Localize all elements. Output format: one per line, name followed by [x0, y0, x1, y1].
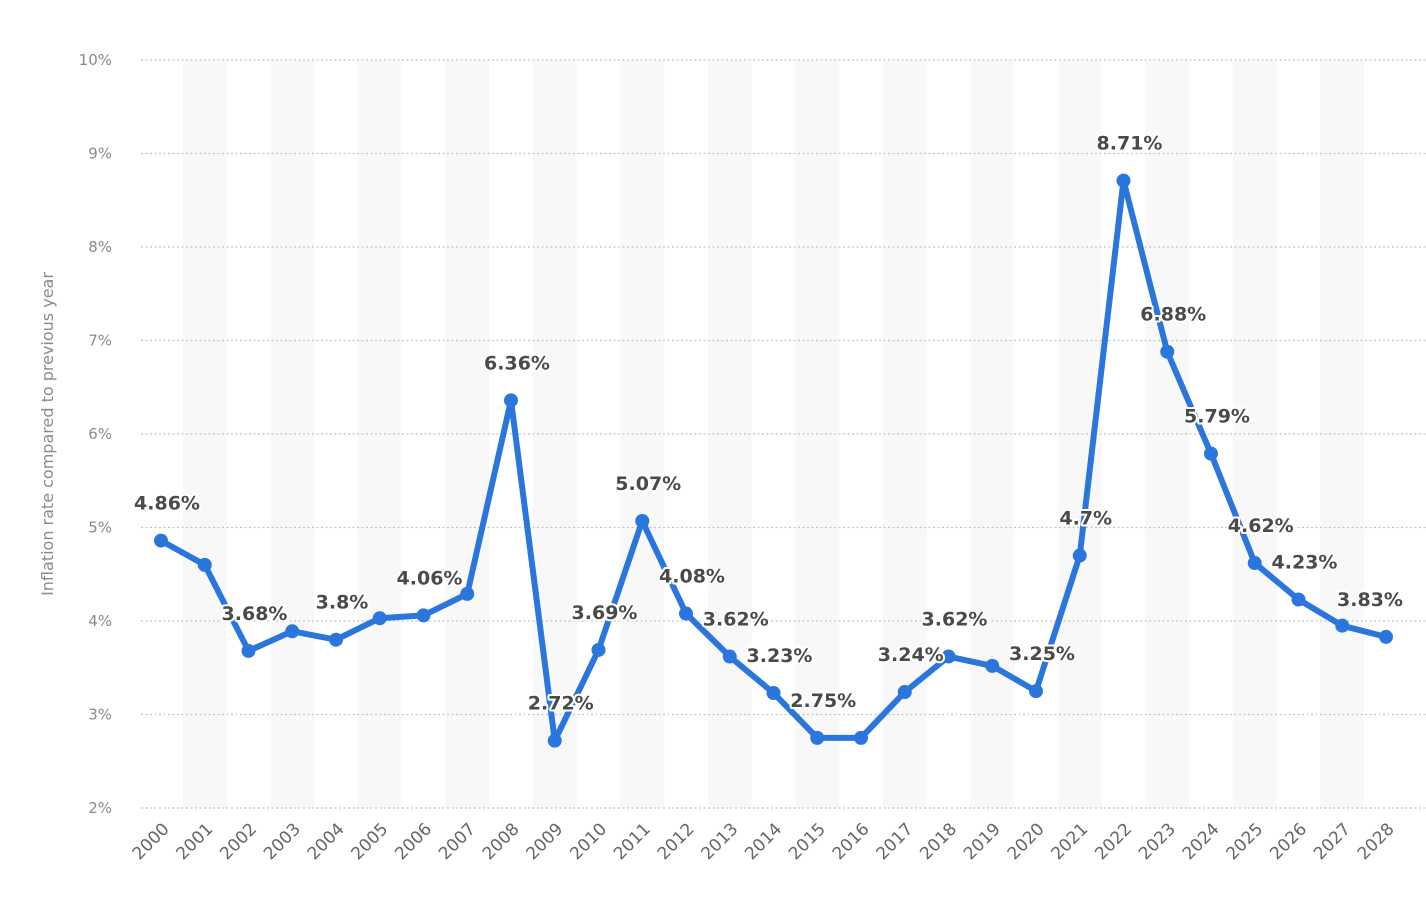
data-label: 6.88%: [1140, 304, 1206, 326]
x-tick-label: 2024: [1179, 819, 1224, 864]
x-axis-ticks: 2000 2001 2002 2003 2004 2005 2006 2007 2008 2009…: [129, 819, 1399, 864]
x-tick-label: 2019: [960, 819, 1005, 864]
data-point: [1204, 446, 1218, 461]
x-tick-label: 2008: [479, 819, 524, 864]
data-point: [854, 730, 868, 745]
data-label: 3.83%: [1337, 589, 1403, 611]
data-point: [460, 586, 475, 601]
data-label: 3.8%: [316, 592, 369, 614]
data-point: [416, 608, 431, 623]
y-axis-ticks: 2% 3% 4% 5% 6% 7% 8% 9% 10%: [79, 51, 112, 817]
data-point: [1291, 592, 1306, 607]
x-tick-label: 2013: [698, 819, 743, 864]
data-label: 4.86%: [134, 493, 200, 515]
x-tick-label: 2014: [741, 819, 786, 864]
data-point: [547, 733, 562, 748]
data-point: [591, 642, 606, 657]
x-tick-label: 2005: [348, 819, 393, 864]
x-tick-label: 2027: [1310, 819, 1355, 864]
data-point: [154, 533, 168, 548]
data-label: 3.24%: [878, 644, 944, 666]
x-tick-label: 2022: [1091, 819, 1136, 864]
data-label: 2.72%: [528, 693, 594, 715]
y-tick-label: 5%: [88, 519, 112, 537]
x-tick-label: 2021: [1048, 819, 1093, 864]
y-tick-label: 2%: [88, 799, 112, 817]
y-tick-label: 10%: [79, 51, 112, 69]
data-label: 3.25%: [1009, 643, 1075, 665]
data-point: [241, 643, 256, 658]
y-tick-label: 9%: [88, 145, 112, 163]
data-label: 4.08%: [659, 566, 725, 588]
y-tick-label: 4%: [88, 612, 112, 630]
y-tick-label: 3%: [88, 706, 112, 724]
data-point: [1160, 344, 1175, 359]
y-tick-label: 7%: [88, 332, 112, 350]
x-tick-label: 2017: [873, 819, 918, 864]
data-point: [1072, 548, 1087, 563]
x-tick-label: 2015: [785, 819, 830, 864]
x-tick-label: 2020: [1004, 819, 1049, 864]
x-tick-label: 2009: [523, 819, 568, 864]
data-point: [1116, 173, 1131, 188]
x-tick-label: 2028: [1354, 819, 1399, 864]
data-point: [635, 513, 650, 528]
x-tick-label: 2016: [829, 819, 874, 864]
data-label: 3.62%: [922, 609, 988, 631]
data-point: [810, 730, 825, 745]
data-label: 3.68%: [222, 603, 288, 625]
data-point: [1335, 618, 1350, 633]
data-label: 5.07%: [615, 473, 681, 495]
x-tick-label: 2003: [260, 819, 305, 864]
data-point: [766, 685, 781, 700]
x-tick-label: 2011: [610, 819, 655, 864]
data-point: [1247, 556, 1262, 571]
x-tick-label: 2004: [304, 819, 349, 864]
data-labels: 4.86% 3.68% 3.8% 4.06% 6.36% 2.72% 3.69% 5.07% 4…: [132, 131, 1405, 717]
data-point: [1029, 684, 1043, 699]
data-point: [679, 606, 693, 621]
data-label: 4.23%: [1272, 551, 1338, 573]
data-label: 3.69%: [572, 602, 638, 624]
column-bands: [182, 60, 1365, 808]
data-point: [722, 649, 737, 664]
data-label: 3.23%: [747, 645, 813, 667]
data-point: [285, 624, 300, 639]
data-point: [197, 557, 212, 572]
data-point: [504, 393, 518, 408]
data-label: 2.75%: [790, 690, 856, 712]
data-point: [897, 685, 912, 700]
x-tick-label: 2018: [916, 819, 961, 864]
data-label: 4.62%: [1228, 515, 1294, 537]
x-tick-label: 2025: [1223, 819, 1268, 864]
x-tick-label: 2012: [654, 819, 699, 864]
x-tick-label: 2006: [391, 819, 436, 864]
x-tick-label: 2000: [129, 819, 174, 864]
data-point: [372, 611, 387, 626]
y-axis-title: Inflation rate compared to previous year: [38, 272, 57, 596]
data-label: 4.06%: [397, 567, 463, 589]
data-label: 4.7%: [1059, 508, 1112, 530]
data-point: [941, 649, 956, 664]
data-label: 6.36%: [484, 352, 550, 374]
data-point: [985, 658, 1000, 673]
y-tick-label: 8%: [88, 238, 112, 256]
x-tick-label: 2002: [216, 819, 261, 864]
data-point: [329, 632, 343, 647]
data-label: 8.71%: [1097, 133, 1163, 155]
data-label: 3.62%: [703, 609, 769, 631]
x-tick-label: 2023: [1135, 819, 1180, 864]
x-tick-label: 2026: [1266, 819, 1311, 864]
series-line: [154, 173, 1393, 748]
x-tick-label: 2001: [173, 819, 218, 864]
data-point: [1379, 629, 1393, 644]
y-tick-label: 6%: [88, 425, 112, 443]
x-tick-label: 2010: [566, 819, 611, 864]
x-tick-label: 2007: [435, 819, 480, 864]
data-label: 5.79%: [1184, 406, 1250, 428]
